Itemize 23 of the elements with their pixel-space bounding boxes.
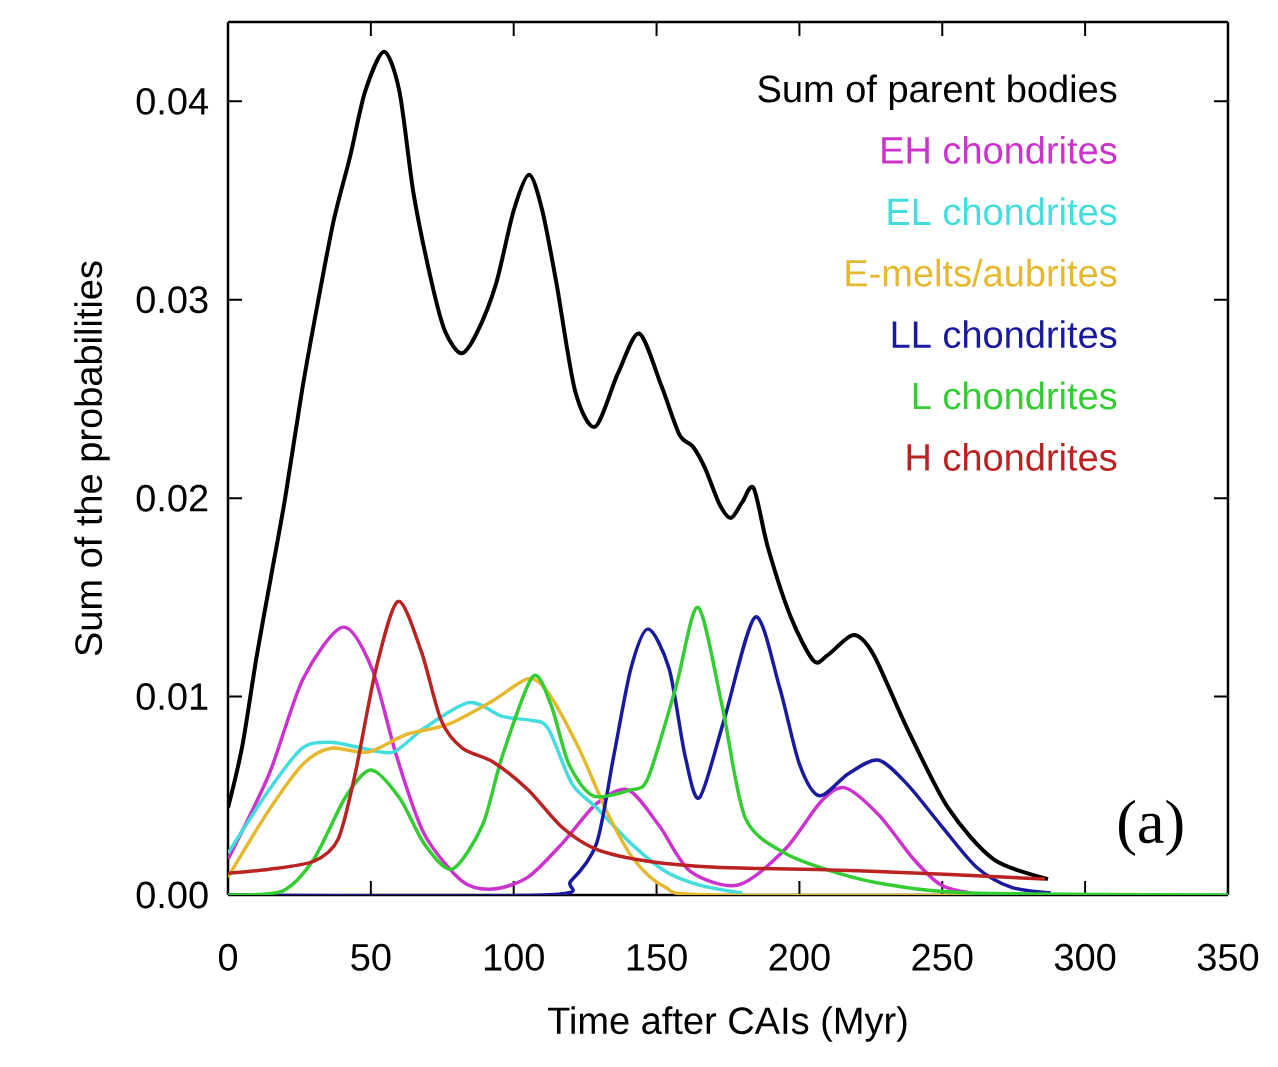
legend-label: Sum of parent bodies <box>758 74 1117 110</box>
text: E-melts/aubrites <box>846 258 1117 287</box>
text: EL chondrites <box>888 197 1117 226</box>
y-tick-label: 0.04 <box>136 87 209 115</box>
x-tick-label: 250 <box>912 943 973 971</box>
x-tick-label: 300 <box>1054 943 1116 971</box>
y-tick-label: 0.03 <box>136 286 208 314</box>
x-tick-label: 100 <box>484 943 544 971</box>
x-tick-label: 350 <box>1197 943 1259 971</box>
x-axis-title: Time after CAIs (Myr) <box>547 1006 907 1042</box>
y-axis-title: Sum of the probabilities <box>74 261 110 656</box>
text: L chondrites <box>913 381 1117 410</box>
text: H chondrites <box>907 442 1117 471</box>
y-tick-label: 0.00 <box>136 881 208 909</box>
text: LL chondrites <box>892 320 1117 349</box>
annotation: (a) <box>1119 799 1183 856</box>
text: EH chondrites <box>882 135 1117 164</box>
x-tick-label: 200 <box>769 943 830 971</box>
x-tick-label: 0 <box>218 943 238 971</box>
y-tick-label: 0.02 <box>136 484 208 512</box>
y-tick-label: 0.01 <box>136 683 208 711</box>
x-tick-label: 50 <box>351 943 391 971</box>
x-tick-label: 150 <box>627 943 687 971</box>
